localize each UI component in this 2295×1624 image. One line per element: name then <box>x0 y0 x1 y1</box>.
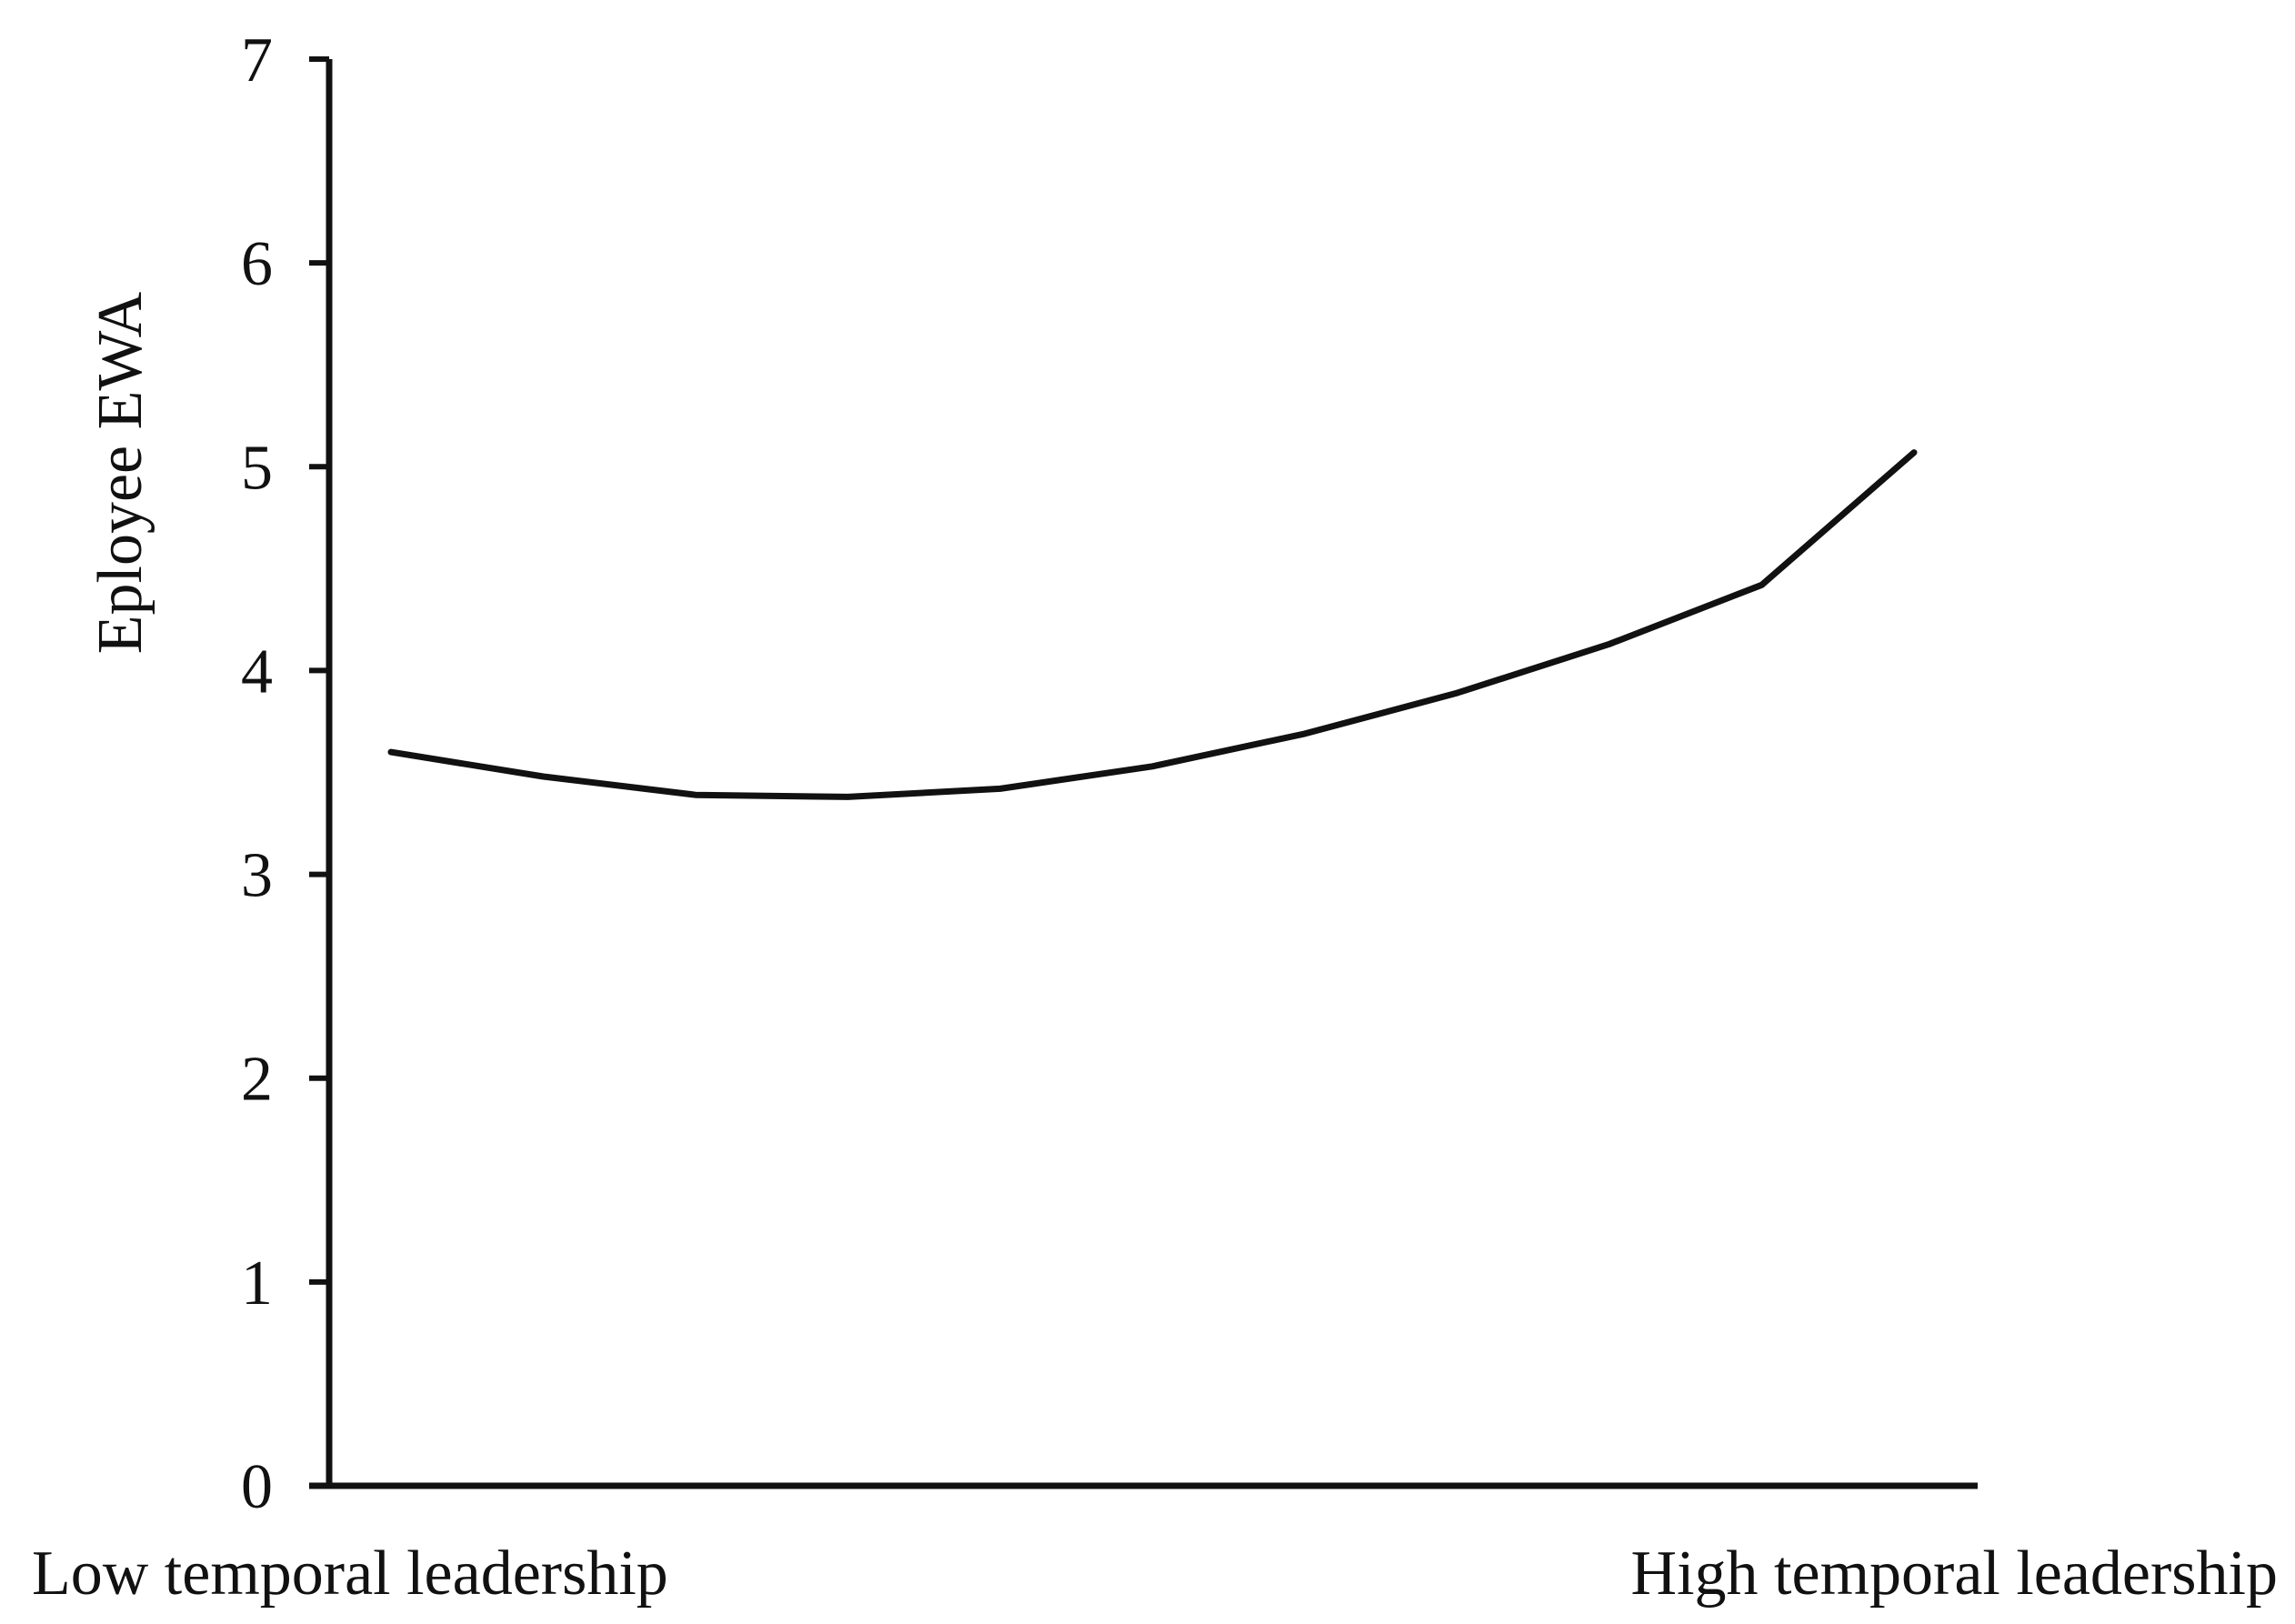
y-tick-label: 6 <box>241 229 273 299</box>
y-tick-label: 3 <box>241 841 273 911</box>
y-tick-label: 5 <box>241 433 273 503</box>
y-ticks: 0 1 2 3 4 5 6 7 <box>241 25 329 1522</box>
y-axis-title: Eployee EWA <box>85 291 155 654</box>
x-label-high: High temporal leadership <box>1631 1539 2278 1609</box>
series-group <box>387 449 1918 800</box>
y-tick-label: 2 <box>241 1045 273 1115</box>
x-label-low: Low temporal leadership <box>32 1539 668 1609</box>
y-tick-label: 0 <box>241 1452 273 1522</box>
y-tick-label: 7 <box>241 25 273 95</box>
y-tick-label: 4 <box>241 637 273 707</box>
y-tick-label: 1 <box>241 1248 273 1318</box>
series-line-0 <box>387 449 1918 800</box>
